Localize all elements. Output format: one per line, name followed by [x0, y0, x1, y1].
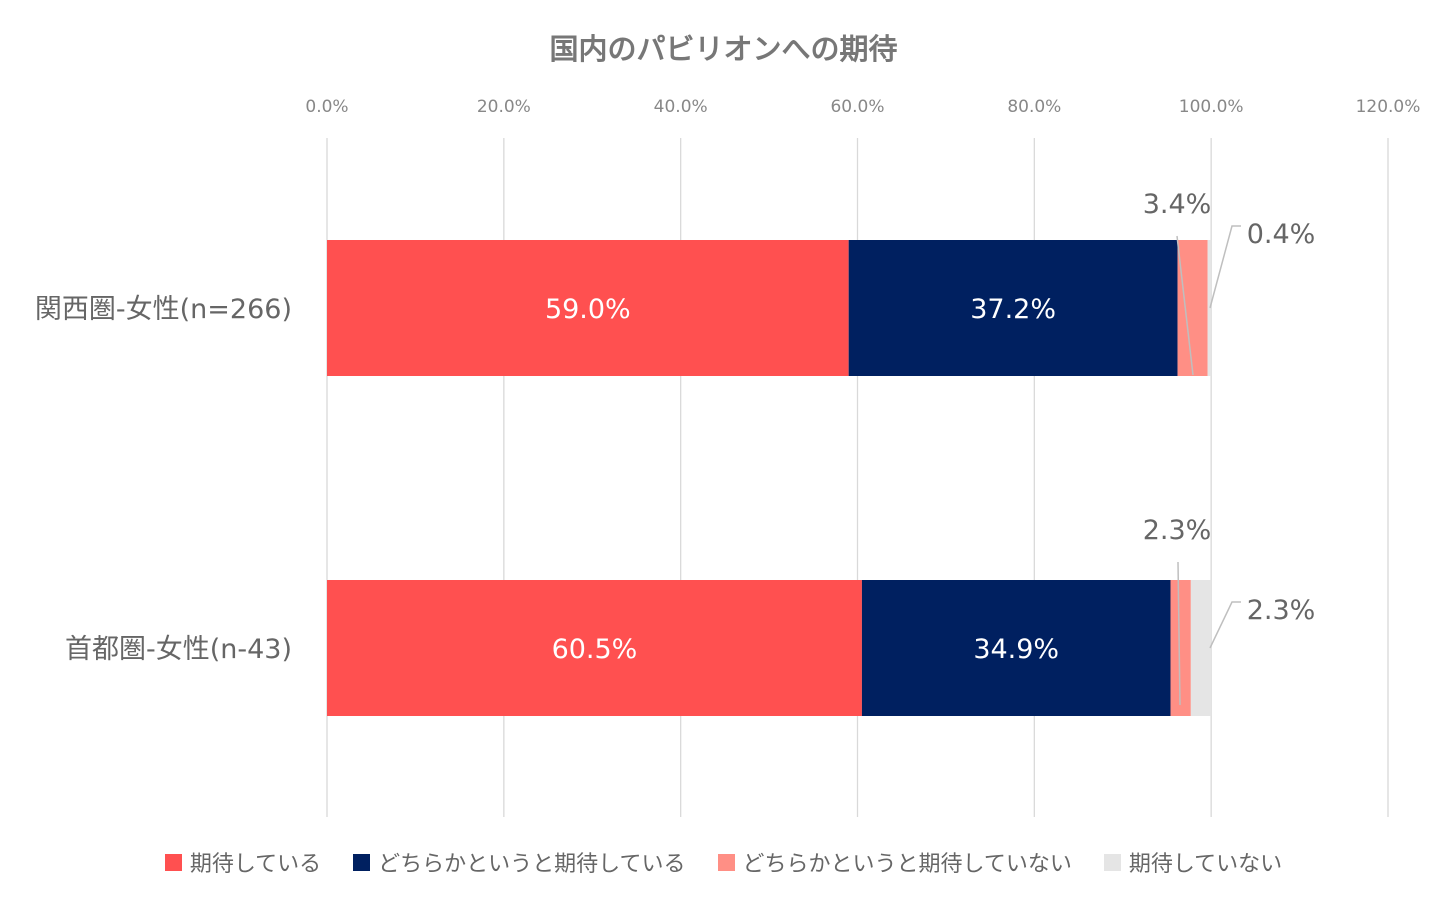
- leader-line: [1176, 235, 1194, 376]
- x-tick-label: 0.0%: [305, 97, 348, 117]
- bar-segment: [1207, 240, 1212, 376]
- bar-segment: [327, 240, 849, 376]
- bar-segment: [1170, 580, 1191, 716]
- data-label: 34.9%: [973, 634, 1059, 665]
- leader-line: [1209, 601, 1241, 649]
- bar-segment: [1190, 580, 1212, 716]
- category-label: 関西圏-女性(n=266): [35, 294, 292, 325]
- chart-title: 国内のパビリオンへの期待: [549, 32, 898, 66]
- x-tick-label: 20.0%: [477, 97, 531, 117]
- data-label: 59.0%: [545, 294, 631, 325]
- x-tick-label: 120.0%: [1356, 97, 1421, 117]
- data-label: 60.5%: [552, 634, 638, 665]
- x-tick-label: 60.0%: [830, 97, 884, 117]
- category-label: 首都圏-女性(n-43): [65, 634, 292, 665]
- data-label: 2.3%: [1247, 595, 1316, 626]
- legend-swatch: [1103, 853, 1121, 871]
- legend-swatch: [353, 853, 371, 871]
- x-tick-label: 80.0%: [1007, 97, 1061, 117]
- x-tick-label: 100.0%: [1179, 97, 1244, 117]
- data-label: 2.3%: [1143, 515, 1212, 546]
- leader-line: [1209, 225, 1241, 309]
- legend-swatch: [164, 853, 182, 871]
- legend-item: どちらかというと期待している: [353, 846, 686, 878]
- bar-segment: [327, 580, 862, 716]
- x-tick-label: 40.0%: [654, 97, 708, 117]
- leader-line: [1177, 561, 1181, 706]
- legend-label: どちらかというと期待している: [378, 852, 686, 877]
- legend-item: どちらかというと期待していない: [717, 846, 1072, 878]
- legend-item: 期待している: [164, 846, 322, 878]
- legend: 期待している どちらかというと期待している どちらかというと期待していない 期待…: [0, 846, 1447, 878]
- legend-label: 期待している: [189, 852, 322, 877]
- data-label: 0.4%: [1247, 219, 1316, 250]
- legend-label: どちらかというと期待していない: [742, 852, 1072, 877]
- data-label: 37.2%: [970, 294, 1056, 325]
- bar-segment: [861, 580, 1171, 716]
- legend-swatch: [717, 853, 735, 871]
- legend-item: 期待していない: [1103, 846, 1283, 878]
- legend-label: 期待していない: [1128, 852, 1283, 877]
- data-label: 3.4%: [1143, 189, 1212, 220]
- bar-segment: [848, 240, 1178, 376]
- bar-segment: [1177, 240, 1208, 376]
